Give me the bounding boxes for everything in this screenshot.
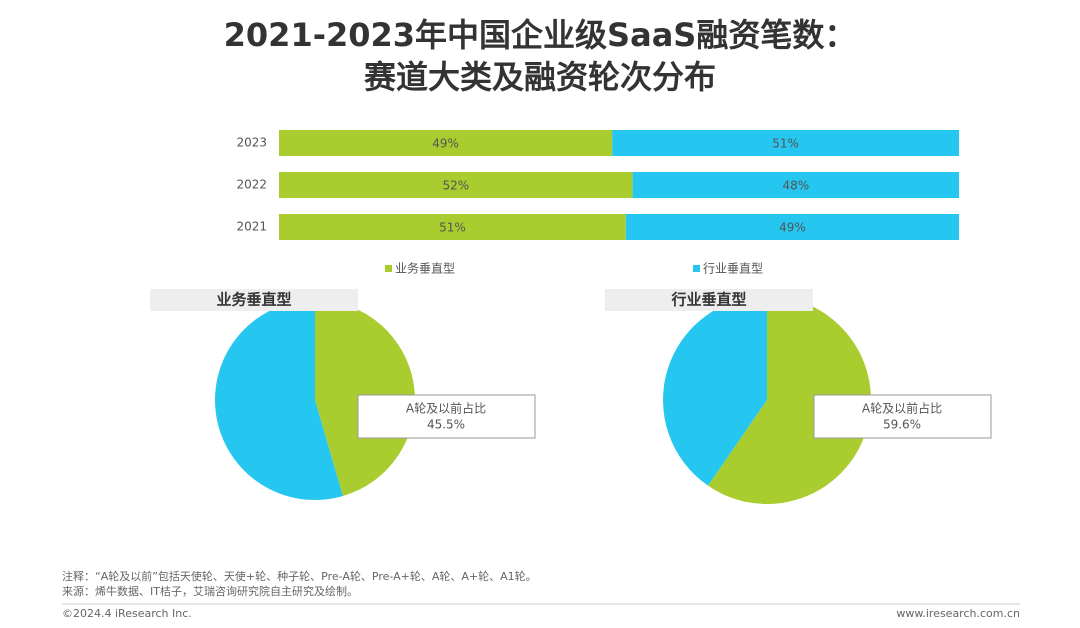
copyright: ©2024.4 iResearch Inc. [62,607,192,620]
annotation-label: A轮及以前占比 [862,401,942,416]
title-line: 2021-2023年中国企业级SaaS融资笔数： [224,16,857,54]
pie-slice [214,300,343,501]
data-label: 48% [782,179,809,193]
pie-title: 业务垂直型 [216,291,291,309]
pie-title: 行业垂直型 [670,291,746,309]
data-label: 51% [772,137,799,151]
bar-segment [625,214,959,240]
bar-segment [632,172,959,198]
y-tick-label: 2021 [236,220,267,234]
bar-segment [279,214,626,240]
annotation-box [813,394,992,439]
annotation-value: 45.5% [427,418,465,432]
footnote: 注释：“A轮及以前”包括天使轮、天使+轮、种子轮、Pre-A轮、Pre-A+轮、… [62,569,537,583]
pie-slice [708,296,871,504]
bar-segment [612,130,959,156]
pie-slice [662,296,767,486]
bar-segment [279,130,613,156]
data-label: 49% [432,137,459,151]
annotation-label: A轮及以前占比 [406,401,486,416]
title-line: 赛道大类及融资轮次分布 [364,58,716,96]
footnote: 来源：烯牛数据、IT桔子，艾瑞咨询研究院自主研究及绘制。 [62,584,358,598]
url: www.iresearch.com.cn [896,607,1020,620]
bar-segment [279,172,633,198]
legend-label: 业务垂直型 [395,261,455,276]
data-label: 52% [442,179,469,193]
y-tick-label: 2022 [236,178,267,192]
y-tick-label: 2023 [236,136,267,150]
pie-title-box [605,289,813,311]
annotation-box [357,394,536,439]
legend-swatch [385,265,392,272]
annotation-value: 59.6% [883,418,921,432]
pie-title-box [150,289,358,311]
data-label: 51% [439,221,466,235]
legend-swatch [693,265,700,272]
data-label: 49% [779,221,806,235]
legend-label: 行业垂直型 [703,262,763,276]
